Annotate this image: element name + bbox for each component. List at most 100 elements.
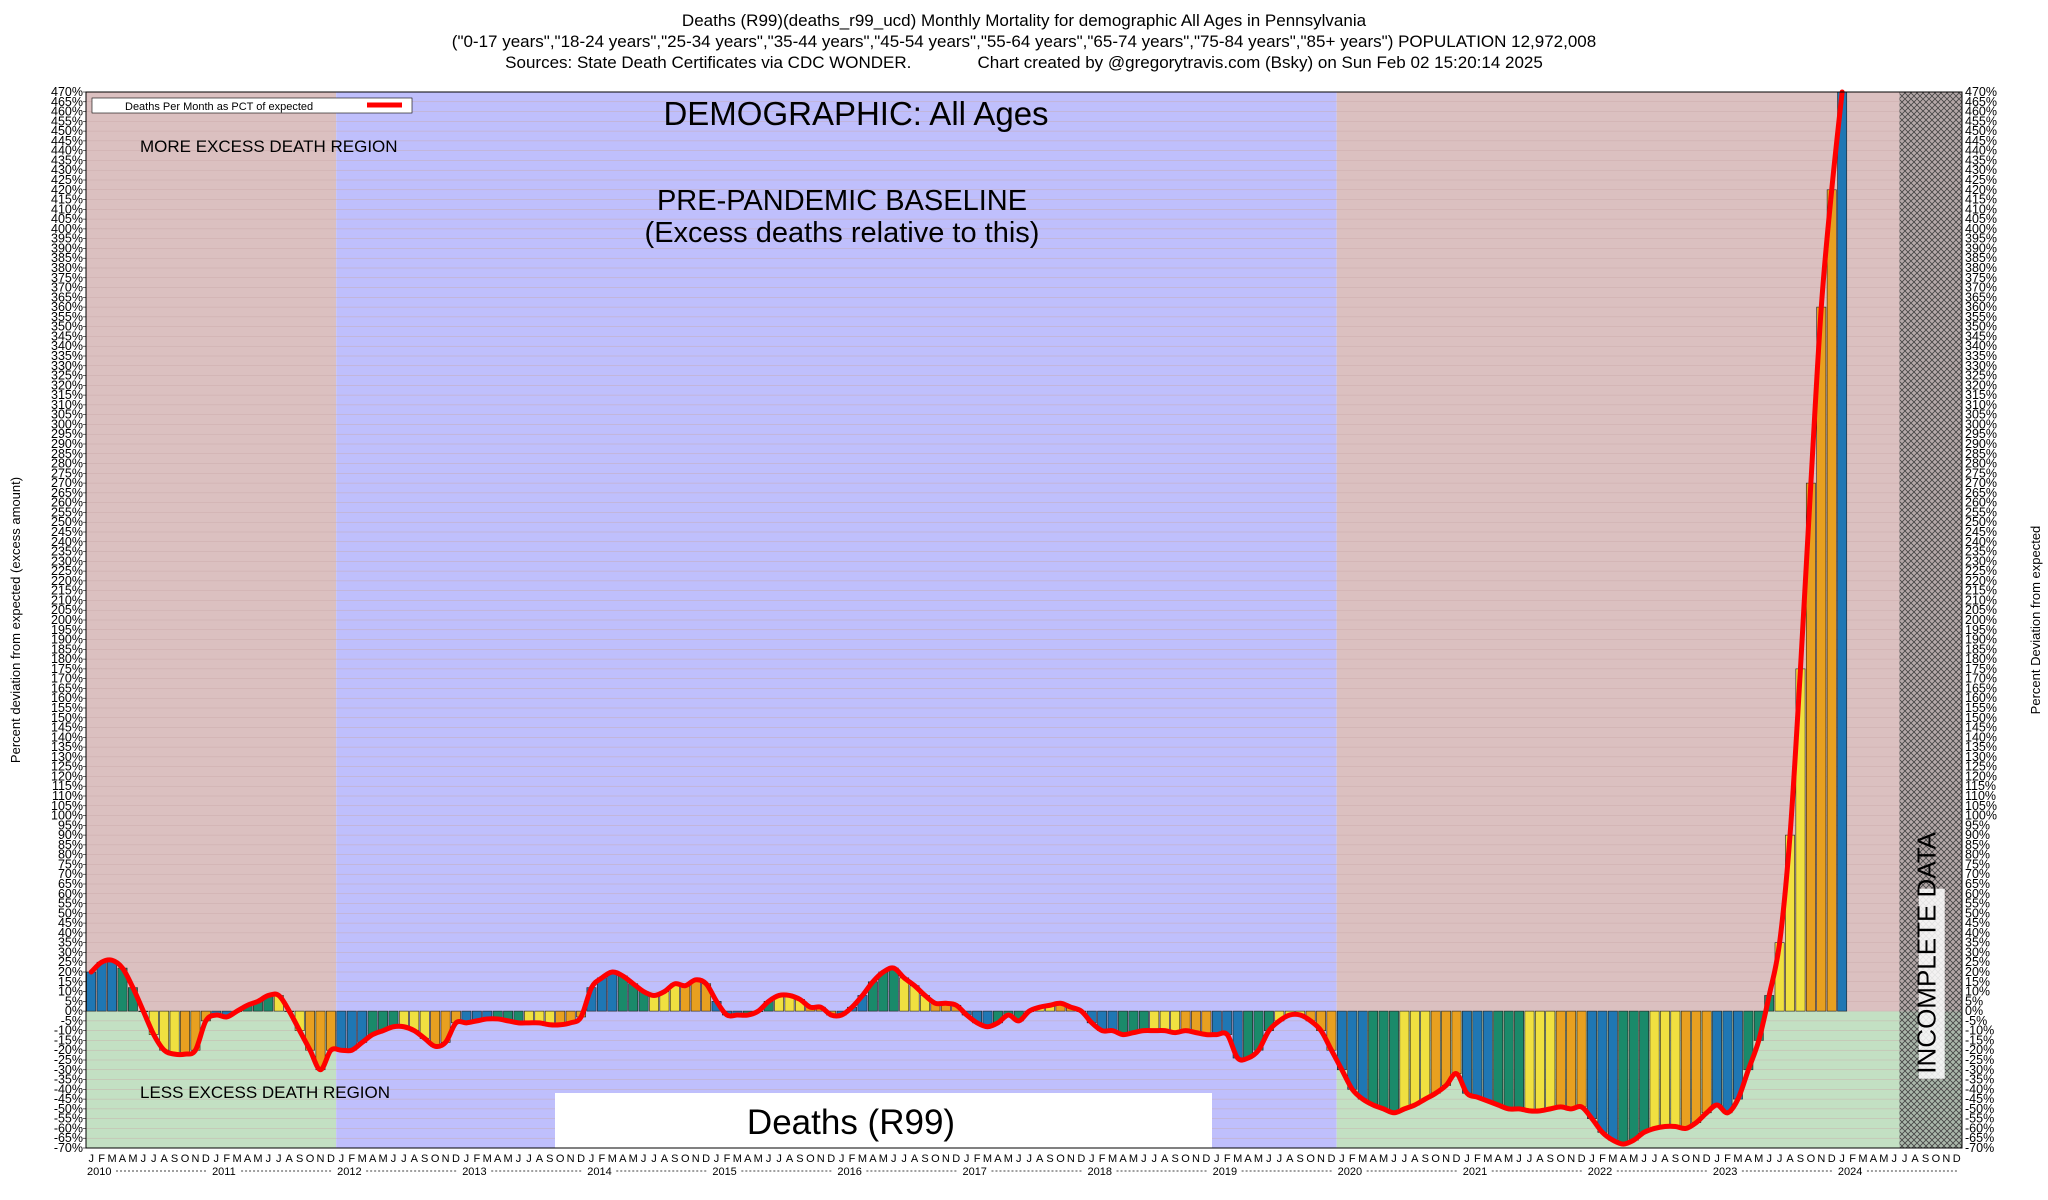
- x-tick-month: M: [483, 1153, 492, 1165]
- y-tick-label-right: 5%: [1965, 994, 1983, 1008]
- y-tick-label-left: 115%: [52, 779, 83, 793]
- x-tick-month: F: [98, 1153, 105, 1165]
- y-tick-label-left: 415%: [51, 193, 83, 207]
- y-tick-label-right: 385%: [1965, 251, 1997, 265]
- y-tick-label-right: 340%: [1965, 339, 1997, 353]
- data-bar: [1712, 1010, 1722, 1106]
- y-tick-label-right: 375%: [1965, 271, 1997, 285]
- data-bar: [1159, 1010, 1170, 1031]
- x-tick-month: S: [921, 1153, 928, 1165]
- y-tick-label-right: 420%: [1965, 183, 1997, 197]
- x-tick-year: 2012: [337, 1166, 361, 1178]
- data-bar: [1420, 1010, 1431, 1100]
- x-tick-month: M: [879, 1153, 888, 1165]
- data-bar: [1618, 1010, 1629, 1145]
- y-tick-label-right: 465%: [1965, 95, 1997, 109]
- y-tick-label-left: 435%: [51, 153, 83, 167]
- data-bar: [1514, 1010, 1524, 1110]
- y-tick-label-left: 420%: [51, 183, 83, 197]
- y-tick-label-left: -40%: [54, 1082, 83, 1096]
- x-tick-year: 2016: [837, 1166, 861, 1178]
- cause-label: Deaths (R99): [747, 1103, 955, 1142]
- data-bar: [1503, 1010, 1514, 1110]
- x-tick-month: S: [1422, 1153, 1429, 1165]
- y-tick-label-right: 395%: [1965, 232, 1997, 246]
- x-tick-month: A: [411, 1153, 419, 1165]
- y-tick-label-right: 180%: [1965, 652, 1997, 666]
- y-tick-label-right: 170%: [1965, 672, 1997, 686]
- x-tick-month: J: [1839, 1153, 1845, 1165]
- x-tick-month: A: [494, 1153, 502, 1165]
- x-tick-month: M: [1629, 1153, 1638, 1165]
- y-tick-label-left: 50%: [58, 906, 83, 920]
- y-tick-label-left: 465%: [51, 95, 83, 109]
- x-tick-month: J: [88, 1153, 94, 1165]
- y-tick-label-right: -15%: [1965, 1033, 1994, 1047]
- x-tick-year: 2014: [587, 1166, 611, 1178]
- x-tick-month: N: [1692, 1153, 1700, 1165]
- y-tick-label-left: 280%: [51, 457, 83, 471]
- y-tick-label-right: 365%: [1965, 290, 1997, 304]
- x-tick-month: J: [1402, 1153, 1408, 1165]
- y-tick-label-right: 25%: [1965, 955, 1990, 969]
- y-tick-label-right: 145%: [1965, 721, 1997, 735]
- data-bar: [1837, 91, 1848, 1012]
- y-tick-label-right: -25%: [1965, 1053, 1994, 1067]
- x-tick-month: D: [1327, 1153, 1335, 1165]
- x-tick-year: 2013: [462, 1166, 486, 1178]
- x-tick-year: 2022: [1588, 1166, 1612, 1178]
- y-tick-label-left: -50%: [54, 1102, 83, 1116]
- data-bar: [888, 967, 899, 1012]
- x-tick-month: A: [160, 1153, 168, 1165]
- y-tick-label-left: -60%: [54, 1121, 83, 1135]
- y-tick-label-left: 315%: [51, 388, 83, 402]
- y-tick-label-left: 440%: [51, 144, 83, 158]
- y-tick-label-left: 15%: [58, 975, 83, 989]
- data-bar: [680, 985, 691, 1012]
- x-tick-month: J: [141, 1153, 147, 1165]
- data-bar: [1587, 1010, 1597, 1119]
- x-tick-month: M: [358, 1153, 367, 1165]
- y-tick-label-right: 0%: [1965, 1004, 1983, 1018]
- x-tick-month: J: [1777, 1153, 1783, 1165]
- data-bar: [1149, 1010, 1160, 1031]
- y-tick-label-left: 360%: [51, 300, 83, 314]
- data-bar: [1660, 1010, 1670, 1127]
- y-tick-label-left: 305%: [51, 408, 83, 422]
- y-tick-label-left: 460%: [51, 105, 83, 119]
- x-tick-month: M: [504, 1153, 513, 1165]
- y-tick-label-right: 200%: [1965, 613, 1997, 627]
- y-tick-label-left: 250%: [51, 515, 83, 529]
- data-bar: [336, 1010, 347, 1051]
- y-tick-label-right: 205%: [1965, 603, 1997, 617]
- y-tick-label-right: 430%: [1965, 163, 1997, 177]
- y-tick-label-left: 125%: [51, 760, 83, 774]
- y-tick-label-left: 355%: [51, 310, 83, 324]
- y-tick-label-right: 135%: [1965, 740, 1997, 754]
- x-tick-month: M: [233, 1153, 242, 1165]
- y-tick-label-left: 285%: [51, 447, 83, 461]
- x-tick-month: F: [1224, 1153, 1231, 1165]
- y-tick-label-left: 290%: [51, 437, 83, 451]
- x-tick-month: A: [661, 1153, 669, 1165]
- y-tick-label-right: 235%: [1965, 545, 1997, 559]
- x-tick-month: J: [1589, 1153, 1595, 1165]
- y-tick-label-left: 105%: [51, 799, 83, 813]
- y-tick-label-left: 275%: [51, 466, 83, 480]
- x-tick-month: F: [1099, 1153, 1106, 1165]
- x-tick-month: A: [619, 1153, 627, 1165]
- x-tick-month: A: [1411, 1153, 1419, 1165]
- x-tick-month: M: [128, 1153, 137, 1165]
- data-bar: [107, 959, 117, 1012]
- x-tick-month: A: [994, 1153, 1002, 1165]
- data-bar: [1138, 1010, 1149, 1031]
- y-tick-label-right: 390%: [1965, 241, 1997, 255]
- x-tick-month: M: [1233, 1153, 1242, 1165]
- x-tick-month: O: [1431, 1153, 1440, 1165]
- y-tick-label-right: -70%: [1965, 1141, 1994, 1155]
- x-tick-month: A: [1369, 1153, 1377, 1165]
- y-tick-label-right: 90%: [1965, 828, 1990, 842]
- x-tick-month: N: [317, 1153, 325, 1165]
- y-tick-label-right: -35%: [1965, 1073, 1994, 1087]
- x-tick-month: M: [1879, 1153, 1888, 1165]
